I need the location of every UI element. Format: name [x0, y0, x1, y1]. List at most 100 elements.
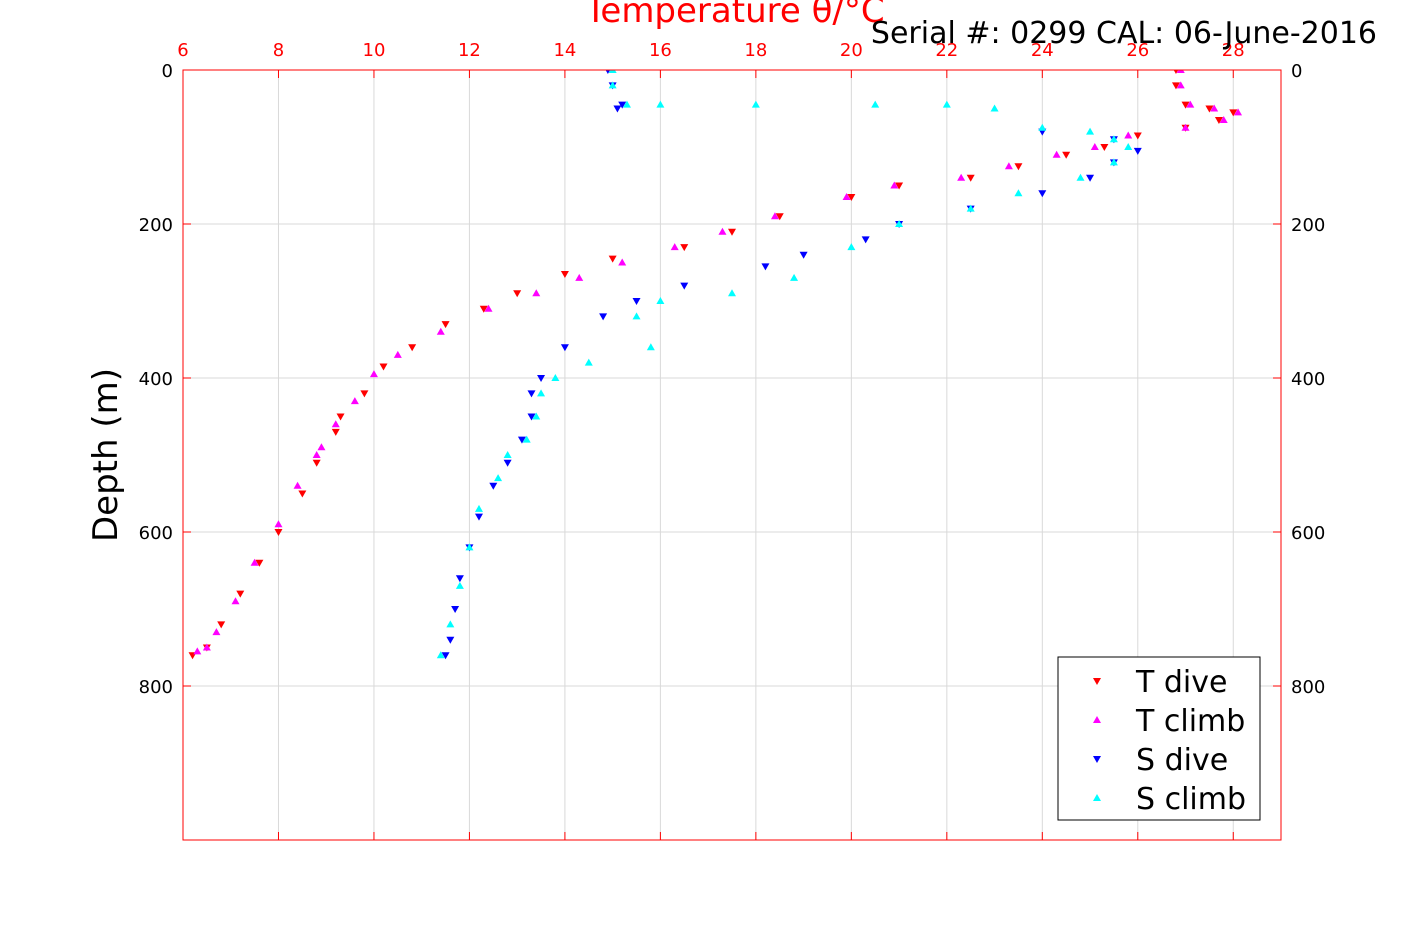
data-point [1181, 123, 1190, 131]
x-tick-label: 22 [935, 40, 958, 61]
y-tick-label-right: 400 [1291, 369, 1325, 390]
x-tick-label: 14 [553, 40, 576, 61]
data-point [656, 100, 665, 108]
data-point [560, 344, 569, 352]
tick-labels: 6 8 10 12 14 16 18 20 22 24 26 28 0 0 200 200 400 400 600 6… [139, 40, 1326, 698]
y-tick-label-left: 0 [162, 61, 173, 82]
data-point [842, 193, 851, 201]
data-point [728, 228, 736, 236]
data-point [293, 481, 302, 489]
y-tick-label-left: 200 [139, 215, 173, 236]
data-point [1173, 70, 1179, 74]
data-point [1090, 143, 1099, 150]
data-point [847, 243, 856, 251]
data-point [465, 543, 474, 551]
x-tick-label: 26 [1126, 40, 1149, 61]
data-point [890, 181, 899, 189]
data-point [632, 312, 641, 320]
data-point [990, 104, 999, 112]
legend: T dive T climb S dive S climb [1057, 656, 1261, 821]
legend-marker [1093, 794, 1101, 801]
x-tick-label: 28 [1222, 40, 1245, 61]
data-point [1038, 190, 1047, 198]
data-point [537, 389, 546, 397]
data-point [799, 251, 808, 259]
data-point [718, 227, 727, 235]
data-point [217, 621, 226, 629]
data-point [618, 258, 627, 266]
data-point [503, 459, 512, 467]
data-point [775, 213, 784, 221]
x-tick-label: 8 [273, 40, 284, 61]
data-point [966, 174, 975, 182]
series-t-dive [188, 70, 1238, 660]
data-point [527, 413, 536, 421]
series-layer [188, 70, 1243, 660]
data-point [1181, 101, 1190, 109]
x-tick-label: 6 [177, 40, 188, 61]
data-point [1109, 135, 1118, 143]
data-point [479, 305, 488, 313]
data-point [1062, 151, 1071, 159]
data-point [446, 636, 455, 644]
data-point [408, 344, 417, 352]
data-point [1229, 109, 1238, 117]
data-point [202, 643, 211, 651]
data-point [1086, 127, 1095, 135]
legend-box [1057, 656, 1261, 821]
data-point [436, 651, 445, 659]
data-point [551, 374, 560, 381]
data-point [474, 504, 483, 512]
data-point [1171, 82, 1180, 90]
data-point [532, 412, 541, 420]
data-point [522, 435, 531, 443]
y-tick-label-left: 800 [139, 677, 173, 698]
data-point [494, 474, 503, 482]
data-point [532, 289, 541, 297]
x-tick-label: 12 [458, 40, 481, 61]
data-point [455, 581, 464, 589]
data-point [1014, 163, 1023, 171]
data-point [1086, 174, 1095, 182]
data-point [489, 482, 498, 490]
data-point [728, 289, 736, 297]
data-point [527, 390, 536, 398]
data-point [871, 100, 880, 108]
data-point [608, 70, 617, 73]
y-tick-label-right: 800 [1291, 677, 1325, 698]
legend-marker [1093, 716, 1101, 723]
data-point [255, 559, 264, 567]
data-point [331, 428, 340, 436]
data-point [680, 244, 689, 252]
data-point [513, 290, 522, 298]
data-point [393, 350, 402, 358]
data-point [350, 397, 359, 405]
data-point [236, 590, 245, 598]
data-point [560, 271, 569, 279]
data-point [212, 628, 221, 636]
data-point [751, 100, 760, 108]
data-point [646, 343, 655, 351]
data-point [1133, 147, 1142, 155]
legend-label: T climb [1135, 704, 1245, 739]
x-tick-label: 24 [1031, 40, 1054, 61]
x-tick-label: 10 [363, 40, 386, 61]
data-point [680, 282, 689, 290]
legend-label: S climb [1136, 782, 1246, 817]
legend-marker [1093, 756, 1101, 763]
y-tick-label-right: 200 [1291, 215, 1325, 236]
data-point [312, 459, 321, 467]
chart-subtitle: Serial #: 0299 CAL: 06-June-2016 [871, 16, 1377, 51]
data-point [1133, 132, 1142, 140]
x-tick-label: 16 [649, 40, 672, 61]
data-point [317, 443, 326, 451]
data-point [484, 304, 493, 312]
data-point [193, 647, 202, 655]
data-point [1109, 158, 1118, 166]
data-point [966, 204, 975, 212]
data-point [613, 105, 622, 113]
data-point [441, 652, 450, 660]
data-point [1205, 105, 1214, 113]
ticks [182, 69, 1281, 840]
data-point [942, 100, 951, 108]
